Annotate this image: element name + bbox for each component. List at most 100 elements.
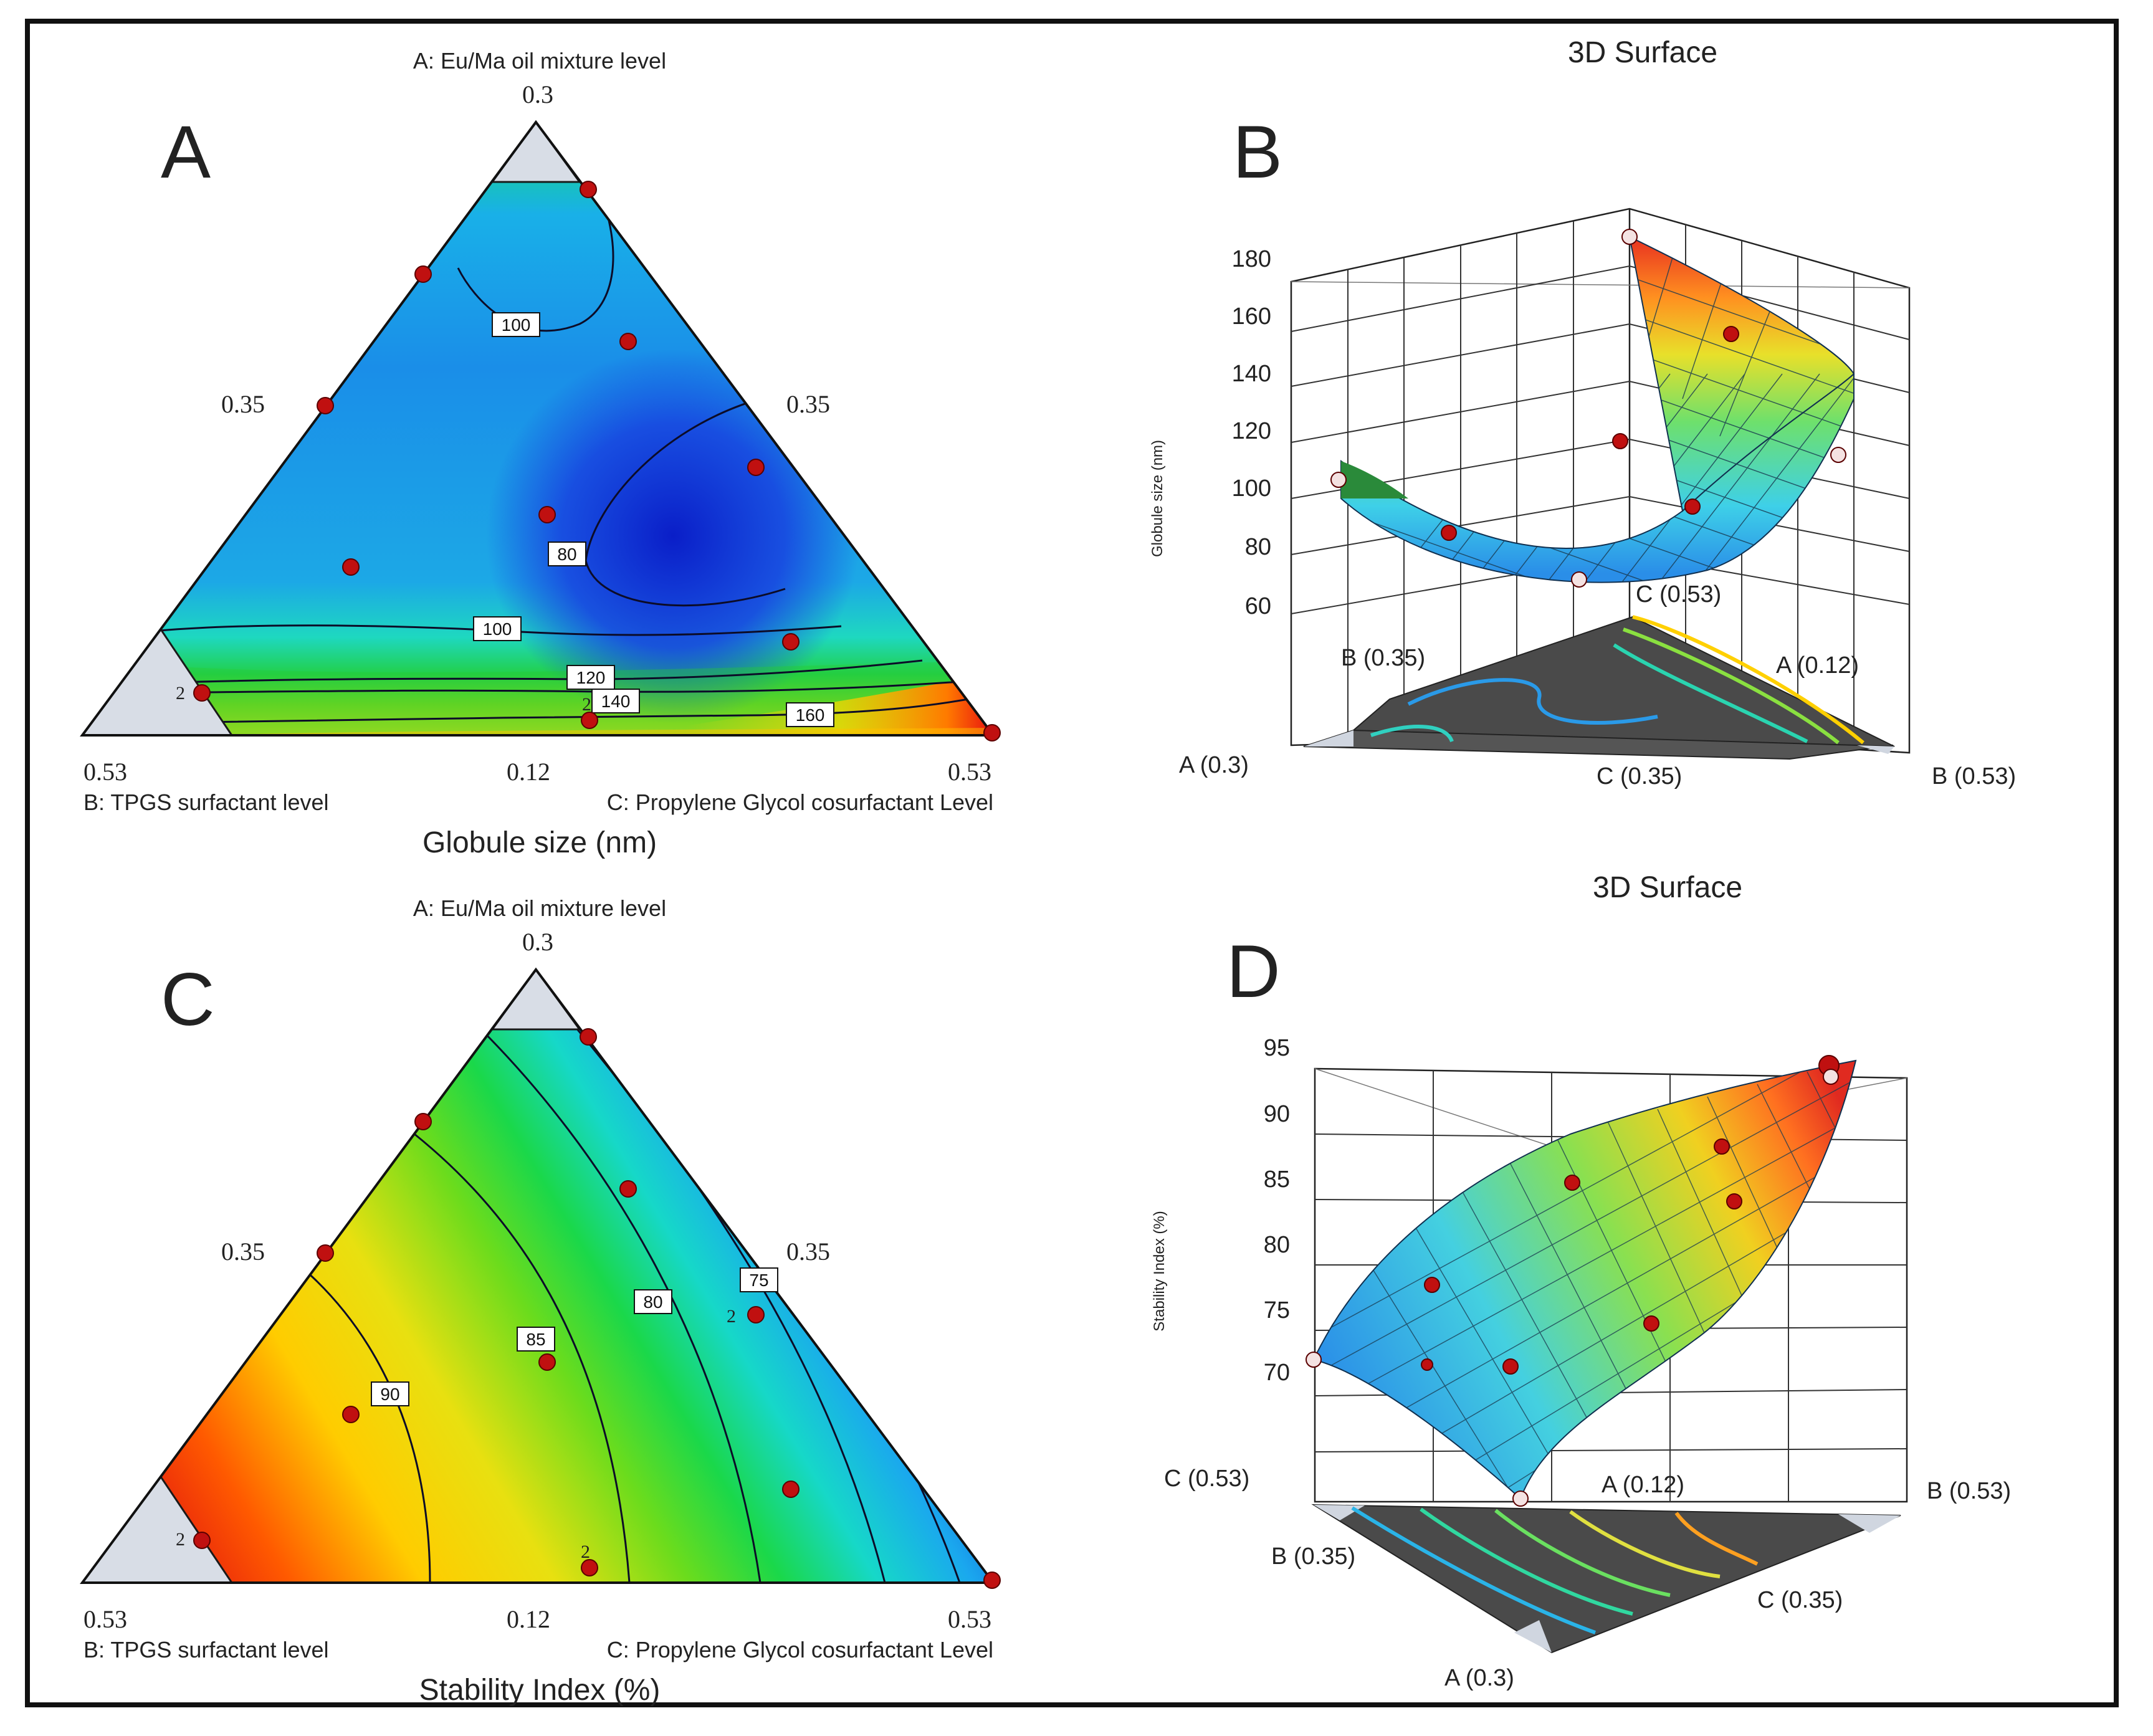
- design-point: [342, 558, 360, 576]
- panel-b-corner-label: B (0.53): [1932, 763, 2016, 789]
- design-point: [619, 1180, 637, 1198]
- panel-a-replicate-mark: 2: [582, 694, 591, 715]
- design-point: [782, 1481, 800, 1498]
- design-point: [1306, 1352, 1322, 1368]
- panel-b-corner-label: A (0.3): [1179, 752, 1249, 778]
- design-point: [581, 1559, 598, 1576]
- panel-d: 3D Surface D 95: [1151, 871, 2011, 1691]
- panel-a-caption: Globule size (nm): [422, 826, 657, 859]
- panel-a-tick-bottom-right: 0.53: [948, 758, 991, 786]
- design-point: [414, 265, 432, 283]
- panel-a-contour-field: [82, 122, 993, 735]
- design-point: [317, 397, 334, 414]
- design-point: [1830, 447, 1846, 463]
- design-point: [1441, 525, 1457, 541]
- panel-d-letter: D: [1226, 930, 1281, 1013]
- panel-c-replicate-mark: 2: [727, 1306, 736, 1327]
- design-point: [580, 1028, 597, 1046]
- svg-text:85: 85: [526, 1330, 545, 1349]
- svg-text:120: 120: [576, 668, 606, 687]
- panel-b-design-points: [1330, 229, 1846, 588]
- panel-b-corner-label: C (0.53): [1636, 581, 1721, 608]
- panel-b-z-tick: 160: [1232, 303, 1271, 330]
- design-point: [1726, 1193, 1742, 1209]
- panel-b-z-tick: 100: [1232, 475, 1271, 502]
- design-point: [538, 1353, 556, 1371]
- panel-c-tick-left-mid: 0.35: [221, 1238, 265, 1266]
- design-point: [1330, 472, 1347, 488]
- panel-a-vertex-b-label: B: TPGS surfactant level: [84, 789, 329, 815]
- panel-d-corner-label: B (0.53): [1927, 1478, 2011, 1504]
- panel-d-z-tick: 70: [1264, 1360, 1290, 1386]
- design-point: [1612, 433, 1628, 449]
- panel-b-z-axis-label: Globule size (nm): [1149, 440, 1166, 557]
- design-point: [1424, 1277, 1440, 1293]
- design-point: [747, 459, 765, 476]
- panel-a-tick-bottom-left: 0.53: [84, 758, 127, 786]
- panel-a-vertex-c-label: C: Propylene Glycol cosurfactant Level: [607, 789, 993, 815]
- panel-b-z-tick: 120: [1232, 418, 1271, 444]
- panel-b-back-walls: [1290, 207, 1911, 754]
- panel-b-z-ticks: 180 160 140 120 100 80 60: [1232, 246, 1271, 619]
- panel-c-letter: C: [161, 958, 215, 1041]
- design-point: [1564, 1175, 1580, 1191]
- panel-a-tick-right-mid: 0.35: [786, 390, 830, 418]
- panel-b-z-tick: 60: [1245, 593, 1271, 619]
- svg-text:100: 100: [483, 619, 512, 639]
- design-point: [1684, 498, 1701, 515]
- design-point: [1823, 1069, 1839, 1085]
- design-point: [414, 1113, 432, 1130]
- design-point: [538, 506, 556, 523]
- design-point: [580, 181, 597, 198]
- panel-c-tick-top: 0.3: [522, 928, 553, 956]
- design-point: [747, 1306, 765, 1323]
- panel-a-contour-labels: 100 80 100 120 140 160: [473, 312, 834, 727]
- panel-d-corner-label: B (0.35): [1271, 1543, 1355, 1570]
- panel-a-tick-bottom-mid: 0.12: [507, 758, 550, 786]
- design-point: [1421, 1358, 1433, 1371]
- panel-b: 3D Surface B: [1149, 36, 2016, 789]
- svg-text:80: 80: [643, 1292, 662, 1312]
- panel-d-z-axis-label: Stability Index (%): [1151, 1211, 1168, 1331]
- panel-d-corner-label: C (0.35): [1757, 1587, 1843, 1613]
- panel-a-tick-left-mid: 0.35: [221, 390, 265, 418]
- panel-b-corner-label: C (0.35): [1597, 763, 1682, 789]
- panel-a-letter: A: [161, 110, 211, 194]
- design-point: [983, 724, 1001, 742]
- panel-b-z-tick: 80: [1245, 534, 1271, 560]
- panel-d-z-ticks: 95 90 85 80 75 70: [1264, 1035, 1290, 1386]
- panel-b-z-tick: 140: [1232, 361, 1271, 387]
- design-point: [1723, 326, 1739, 342]
- design-point: [1571, 571, 1587, 588]
- design-point: [317, 1244, 334, 1262]
- design-point: [1643, 1315, 1659, 1332]
- panel-d-corner-label: A (0.12): [1602, 1472, 1684, 1498]
- panel-d-z-tick: 90: [1264, 1101, 1290, 1127]
- panel-c-vertex-a-label: A: Eu/Ma oil mixture level: [413, 895, 666, 921]
- panel-b-corner-label: B (0.35): [1341, 645, 1425, 671]
- panel-d-corner-label: A (0.3): [1444, 1665, 1514, 1691]
- design-point: [342, 1406, 360, 1423]
- panel-c-caption: Stability Index (%): [419, 1674, 661, 1707]
- svg-text:160: 160: [796, 705, 825, 725]
- panel-b-title: 3D Surface: [1568, 36, 1717, 69]
- panel-d-z-tick: 80: [1264, 1232, 1290, 1258]
- panel-c-design-points: [193, 1028, 1001, 1589]
- panel-a-vertex-a-label: A: Eu/Ma oil mixture level: [413, 48, 666, 74]
- panel-c-contour-field: [82, 970, 993, 1583]
- panel-c-vertex-c-label: C: Propylene Glycol cosurfactant Level: [607, 1637, 993, 1662]
- svg-text:80: 80: [557, 545, 576, 564]
- design-point: [782, 633, 800, 651]
- panel-c-tick-bottom-mid: 0.12: [507, 1605, 550, 1633]
- panel-d-z-tick: 95: [1264, 1035, 1290, 1061]
- svg-text:140: 140: [601, 692, 631, 711]
- panel-b-letter: B: [1233, 110, 1282, 194]
- design-point: [1714, 1138, 1730, 1155]
- panel-a-replicate-mark: 2: [176, 683, 185, 703]
- design-point: [619, 333, 637, 350]
- panel-b-corner-label: A (0.12): [1776, 652, 1859, 679]
- design-point: [1512, 1490, 1529, 1507]
- panel-c-tick-right-mid: 0.35: [786, 1238, 830, 1266]
- svg-text:75: 75: [749, 1271, 768, 1290]
